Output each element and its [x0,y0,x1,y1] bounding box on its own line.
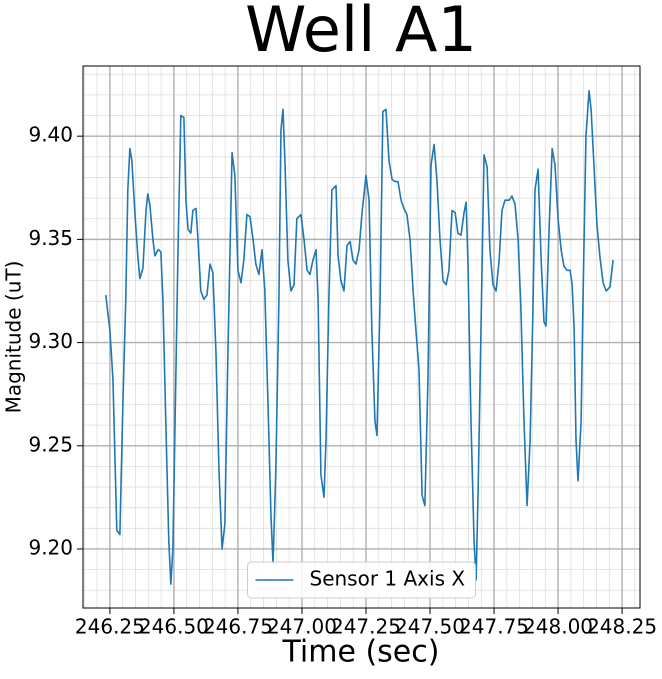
y-tick-label: 9.40 [28,123,73,147]
y-tick-label: 9.35 [28,226,73,250]
x-tick-label: 247.50 [395,615,465,639]
y-tick-label: 9.25 [28,432,73,456]
y-axis-label: Magnitude (uT) [2,261,26,414]
data-line [104,89,614,585]
y-tick-label: 9.30 [28,329,73,353]
x-tick-label: 246.25 [75,615,145,639]
x-tick-label: 247.00 [267,615,337,639]
x-axis-label: Time (sec) [282,635,440,670]
plot-frame [82,65,641,609]
legend-label: Sensor 1 Axis X [310,567,466,591]
chart-title: Well A1 [245,0,477,66]
x-tick-label: 246.50 [139,615,209,639]
x-tick-label: 247.75 [459,615,529,639]
x-tick-label: 247.25 [331,615,401,639]
x-tick-label: 246.75 [203,615,273,639]
x-tick-label: 248.25 [587,615,657,639]
legend-box [247,561,476,599]
y-tick-label: 9.20 [28,535,73,559]
x-tick-label: 248.00 [523,615,593,639]
